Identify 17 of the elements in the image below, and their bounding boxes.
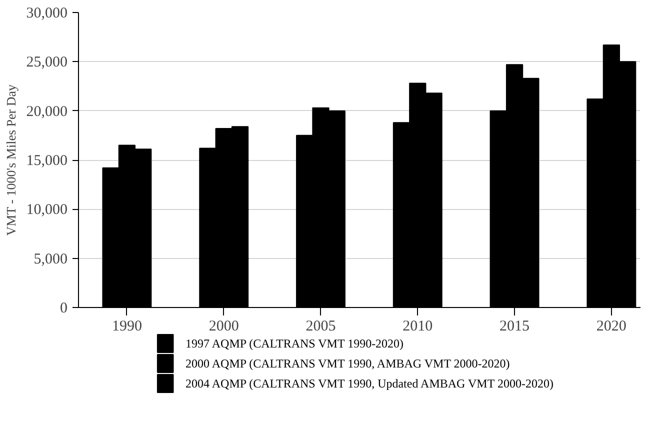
x-tick-label: 2020 bbox=[596, 318, 626, 334]
y-tick-label: 15,000 bbox=[26, 153, 68, 169]
x-tick-label: 2010 bbox=[402, 318, 433, 334]
y-tick-label: 5,000 bbox=[34, 251, 68, 268]
y-tick-label: 0 bbox=[60, 300, 68, 316]
y-tick-label: 25,000 bbox=[26, 54, 68, 71]
y-tick-label: 10,000 bbox=[26, 202, 68, 218]
x-tick-label: 1990 bbox=[112, 318, 142, 334]
legend-label: 2004 AQMP (CALTRANS VMT 1990, Updated AMBAG VMT 2000-2020) bbox=[186, 376, 554, 390]
x-tick-label: 2000 bbox=[208, 318, 239, 334]
y-tick-label: 20,000 bbox=[26, 104, 68, 120]
y-tick-label: 30,000 bbox=[26, 6, 68, 22]
legend-label: 1997 AQMP (CALTRANS VMT 1990-2020) bbox=[186, 336, 404, 350]
x-tick-label: 2015 bbox=[500, 318, 530, 334]
legend-label: 2000 AQMP (CALTRANS VMT 1990, AMBAG VMT 2000-2020) bbox=[186, 356, 510, 370]
y-axis-title: VMT - 1000's Miles Per Day bbox=[3, 84, 18, 236]
x-tick-label: 2005 bbox=[306, 318, 336, 334]
